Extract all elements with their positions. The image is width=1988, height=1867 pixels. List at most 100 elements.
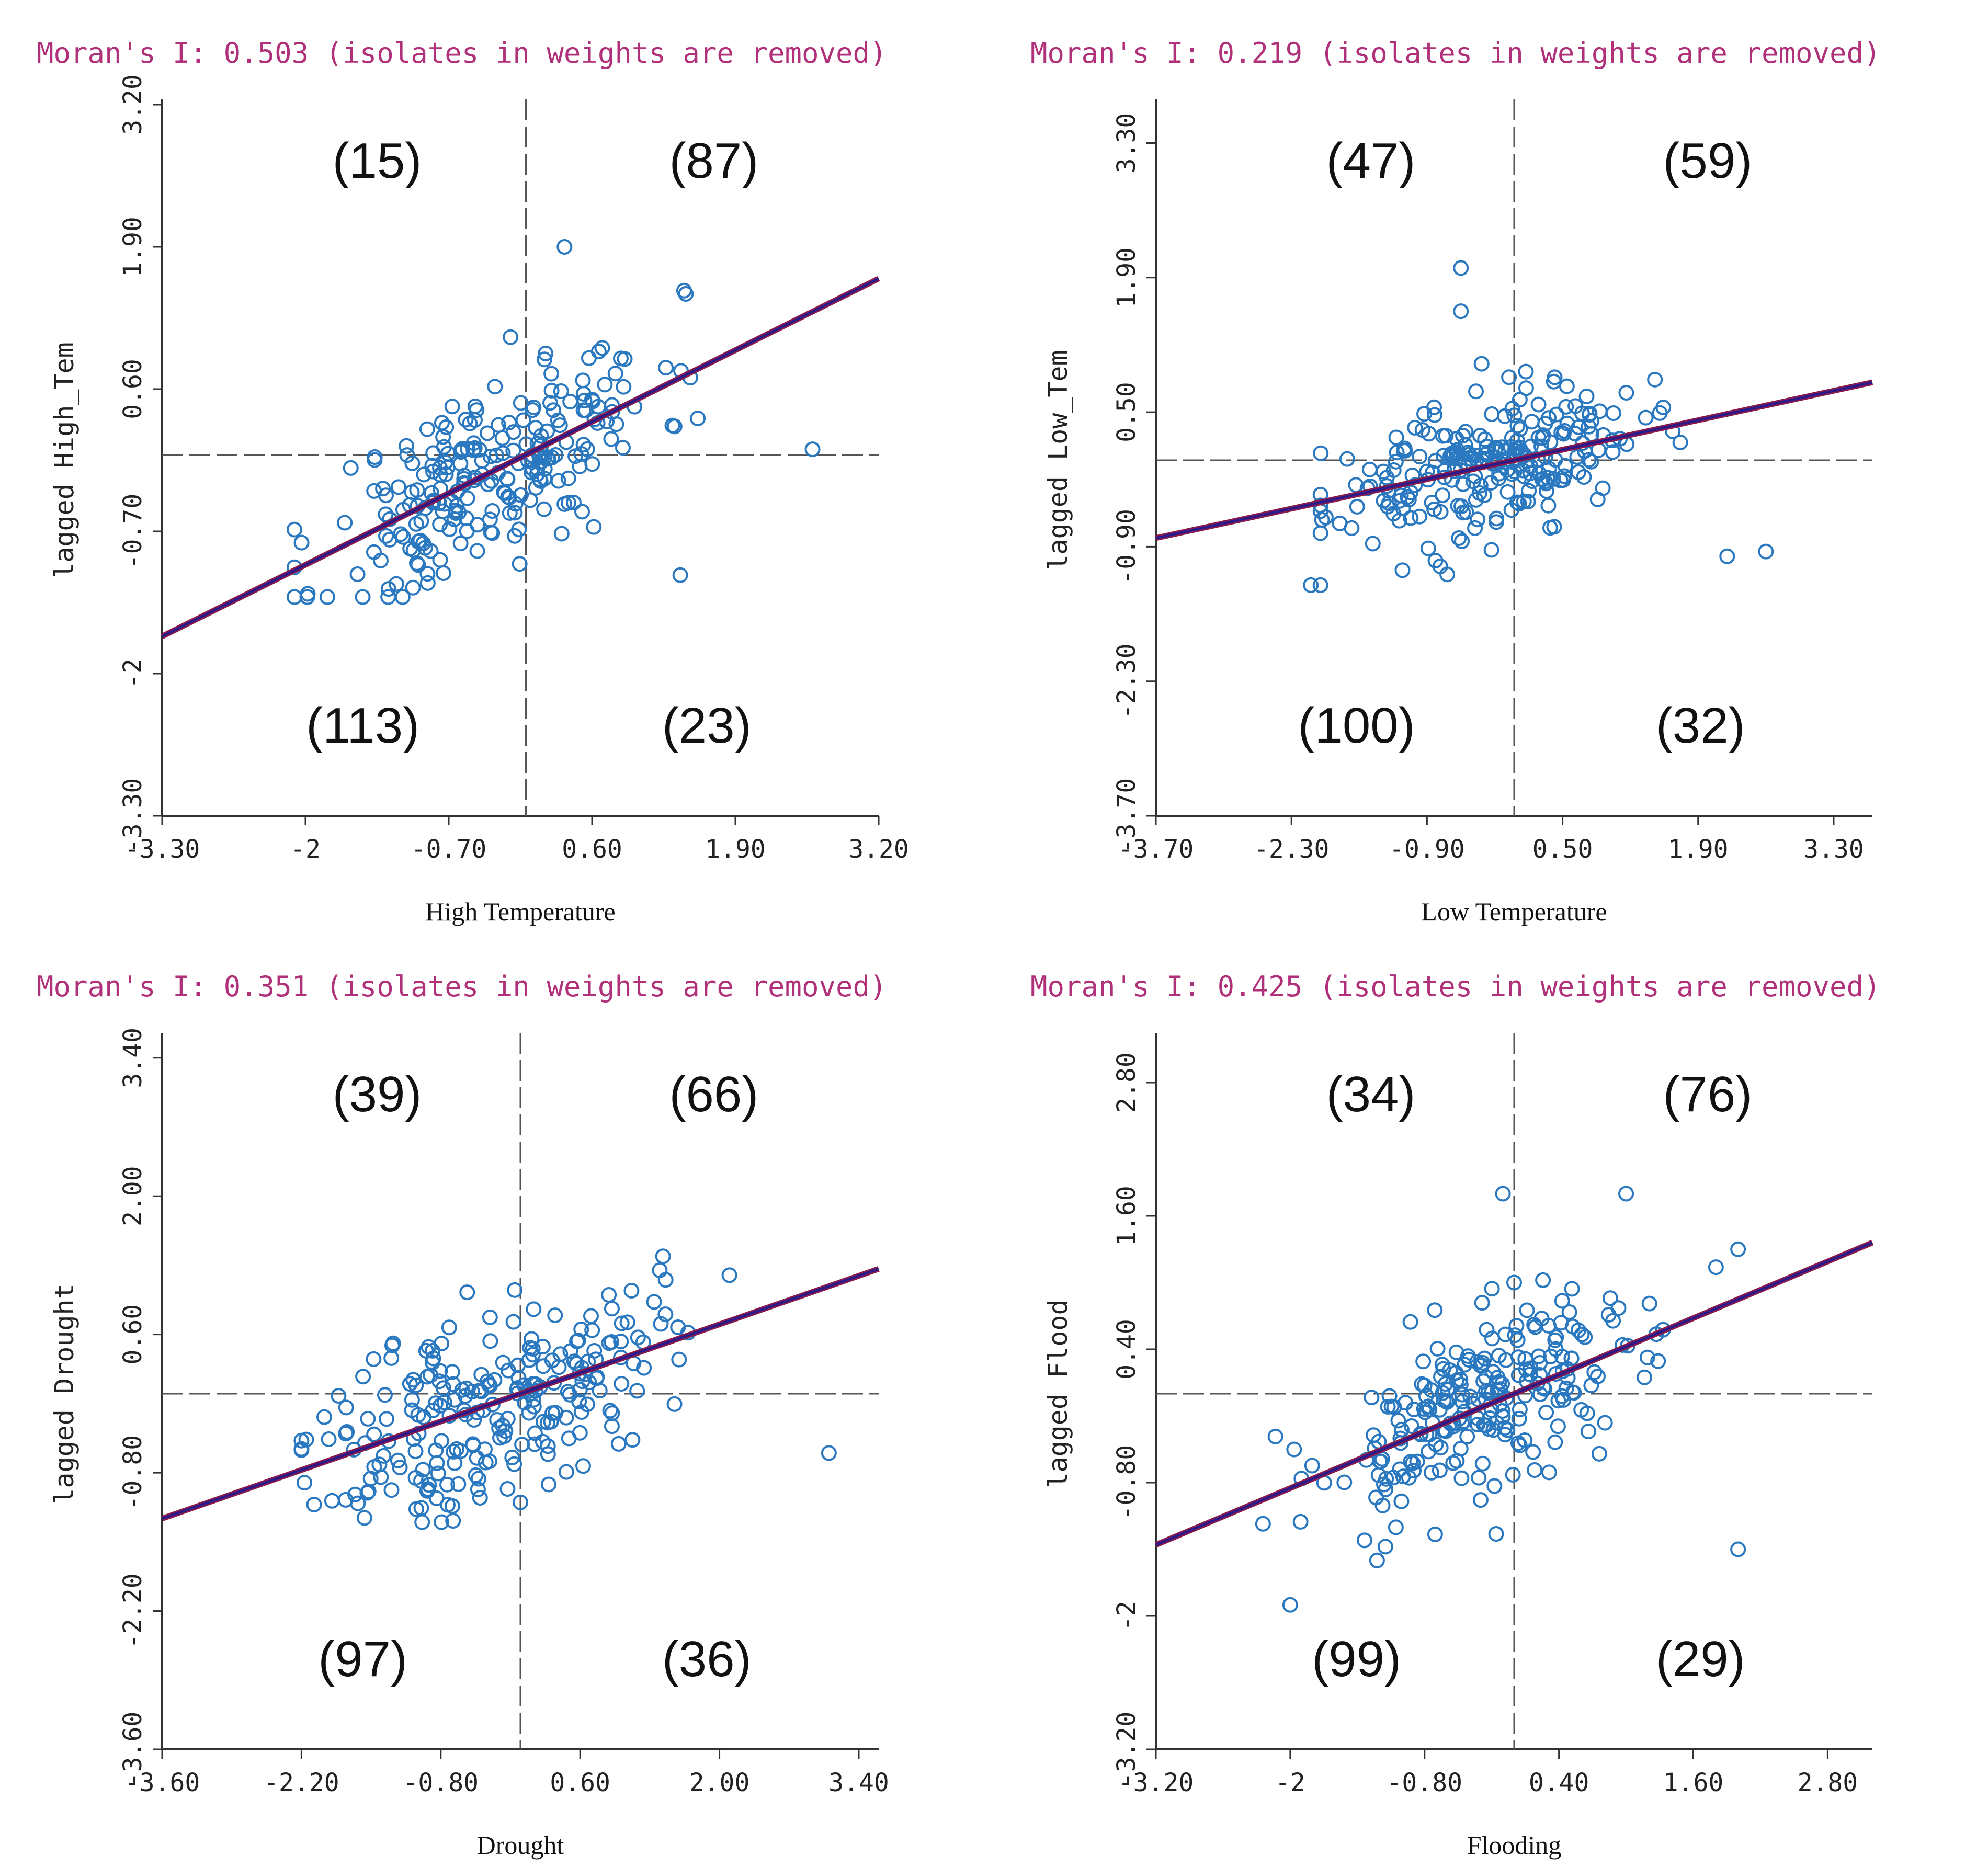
data-point bbox=[1426, 399, 1442, 415]
data-point bbox=[1540, 497, 1557, 514]
data-point bbox=[583, 1308, 599, 1324]
data-point bbox=[380, 581, 396, 597]
data-point bbox=[610, 1436, 627, 1452]
data-point bbox=[1339, 451, 1355, 467]
quadrant-count-ll-bottom-left: (99) bbox=[1312, 1631, 1401, 1687]
data-point bbox=[526, 1398, 542, 1415]
data-point bbox=[623, 1282, 640, 1299]
data-point bbox=[1390, 1413, 1406, 1429]
data-point bbox=[469, 402, 485, 418]
data-point bbox=[439, 1476, 456, 1493]
data-point bbox=[1292, 1513, 1309, 1530]
data-point bbox=[1540, 470, 1556, 486]
data-point bbox=[1501, 369, 1517, 385]
x-tick-label: 0.40 bbox=[1529, 1768, 1589, 1797]
data-point bbox=[1393, 1493, 1410, 1509]
x-axis-title: Drought bbox=[477, 1830, 564, 1860]
data-point bbox=[1545, 471, 1561, 487]
data-point bbox=[423, 543, 439, 559]
data-point bbox=[441, 521, 458, 537]
data-point bbox=[536, 351, 552, 368]
data-point bbox=[446, 1392, 462, 1408]
data-point bbox=[1555, 426, 1572, 442]
data-point bbox=[1303, 577, 1319, 593]
data-point bbox=[449, 498, 465, 514]
data-point bbox=[1672, 434, 1688, 450]
data-point bbox=[612, 350, 629, 367]
data-point bbox=[1505, 1466, 1521, 1483]
data-point bbox=[1555, 1392, 1572, 1408]
data-point bbox=[1255, 1516, 1271, 1532]
quadrant-count-lh-bottom-right: (23) bbox=[662, 698, 752, 754]
data-point bbox=[415, 1462, 431, 1478]
data-point bbox=[1344, 520, 1360, 536]
data-point bbox=[444, 1364, 460, 1380]
data-point bbox=[1550, 1418, 1566, 1435]
x-tick-label: -0.80 bbox=[1387, 1768, 1463, 1797]
data-point bbox=[1559, 378, 1575, 394]
data-point bbox=[601, 1287, 617, 1303]
data-point bbox=[458, 1380, 474, 1396]
data-point bbox=[1518, 363, 1534, 380]
data-point bbox=[1402, 1314, 1418, 1330]
data-point bbox=[1506, 463, 1523, 480]
data-point bbox=[1454, 1394, 1470, 1410]
data-point bbox=[434, 1336, 450, 1352]
data-points bbox=[286, 239, 821, 605]
data-point bbox=[1497, 408, 1513, 424]
data-point bbox=[1503, 439, 1519, 455]
moran-title: Moran's I: 0.503 (isolates in weights ar… bbox=[37, 37, 887, 70]
data-point bbox=[1491, 470, 1507, 486]
data-point bbox=[502, 505, 518, 521]
data-point bbox=[1427, 1302, 1443, 1318]
data-point bbox=[425, 445, 441, 461]
data-point bbox=[1474, 1295, 1490, 1311]
data-point bbox=[1499, 484, 1516, 500]
data-point bbox=[1597, 1415, 1613, 1431]
data-point bbox=[575, 1458, 591, 1474]
data-point bbox=[538, 345, 554, 361]
data-point bbox=[414, 1514, 430, 1530]
data-point bbox=[1547, 1332, 1563, 1348]
data-point bbox=[548, 1405, 564, 1421]
y-tick-label: 3.40 bbox=[118, 1028, 147, 1088]
data-point bbox=[1414, 422, 1430, 438]
data-point bbox=[671, 1351, 687, 1368]
data-point bbox=[1486, 1478, 1503, 1494]
data-point bbox=[499, 471, 515, 487]
y-tick-label: -0.80 bbox=[1112, 1445, 1141, 1521]
data-point bbox=[408, 1377, 424, 1393]
data-point bbox=[597, 377, 613, 393]
data-point bbox=[1267, 1428, 1283, 1444]
data-point bbox=[433, 1433, 449, 1449]
data-point bbox=[1416, 1377, 1433, 1393]
data-point bbox=[383, 1350, 400, 1366]
data-point bbox=[1379, 470, 1395, 486]
data-point bbox=[499, 1410, 516, 1427]
data-point bbox=[1361, 461, 1378, 477]
data-point bbox=[449, 1441, 465, 1457]
data-point bbox=[1444, 445, 1460, 461]
data-point bbox=[537, 471, 553, 487]
data-point bbox=[594, 340, 610, 356]
y-tick-label: -3.70 bbox=[1112, 778, 1141, 854]
data-point bbox=[321, 1431, 337, 1447]
x-tick-label: 1.90 bbox=[705, 835, 766, 864]
y-axis-title: lagged Low_Tem bbox=[1043, 350, 1073, 570]
data-point bbox=[338, 1426, 354, 1442]
data-point bbox=[432, 466, 448, 483]
data-point bbox=[1412, 508, 1428, 525]
data-point bbox=[602, 1403, 618, 1419]
data-point bbox=[350, 1495, 366, 1511]
data-point bbox=[446, 1443, 462, 1460]
data-point bbox=[470, 1481, 486, 1497]
data-point bbox=[1506, 1274, 1522, 1291]
data-point bbox=[293, 534, 310, 551]
data-point bbox=[392, 1460, 408, 1476]
data-point bbox=[1497, 1326, 1514, 1342]
data-point bbox=[459, 1284, 475, 1301]
data-point bbox=[1453, 1470, 1470, 1486]
data-point bbox=[1510, 1367, 1527, 1383]
data-point bbox=[1758, 543, 1774, 560]
data-point bbox=[367, 452, 383, 468]
